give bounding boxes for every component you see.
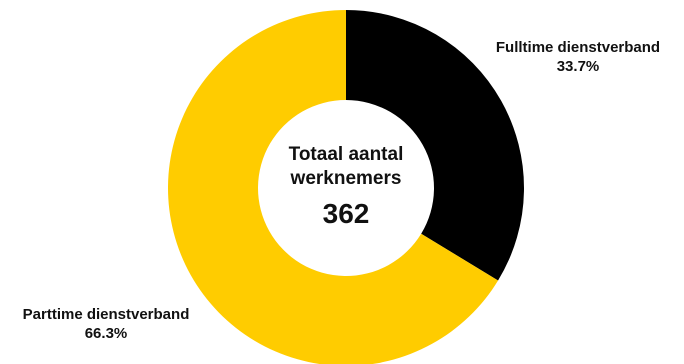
slice-label-parttime: Parttime dienstverband 66.3%	[0, 305, 212, 343]
slice-label-fulltime: Fulltime dienstverband 33.7%	[478, 38, 678, 76]
slice-name-parttime: Parttime dienstverband	[22, 306, 190, 323]
slice-value-fulltime: 33.7%	[556, 58, 600, 75]
donut-slice-fulltime	[346, 10, 524, 281]
center-total: 362	[322, 198, 370, 229]
center-title: Totaal aantal werknemers	[288, 144, 404, 189]
slice-value-parttime: 66.3%	[84, 325, 128, 342]
slice-name-fulltime: Fulltime dienstverband	[495, 39, 661, 56]
donut-slice-parttime	[168, 10, 499, 364]
